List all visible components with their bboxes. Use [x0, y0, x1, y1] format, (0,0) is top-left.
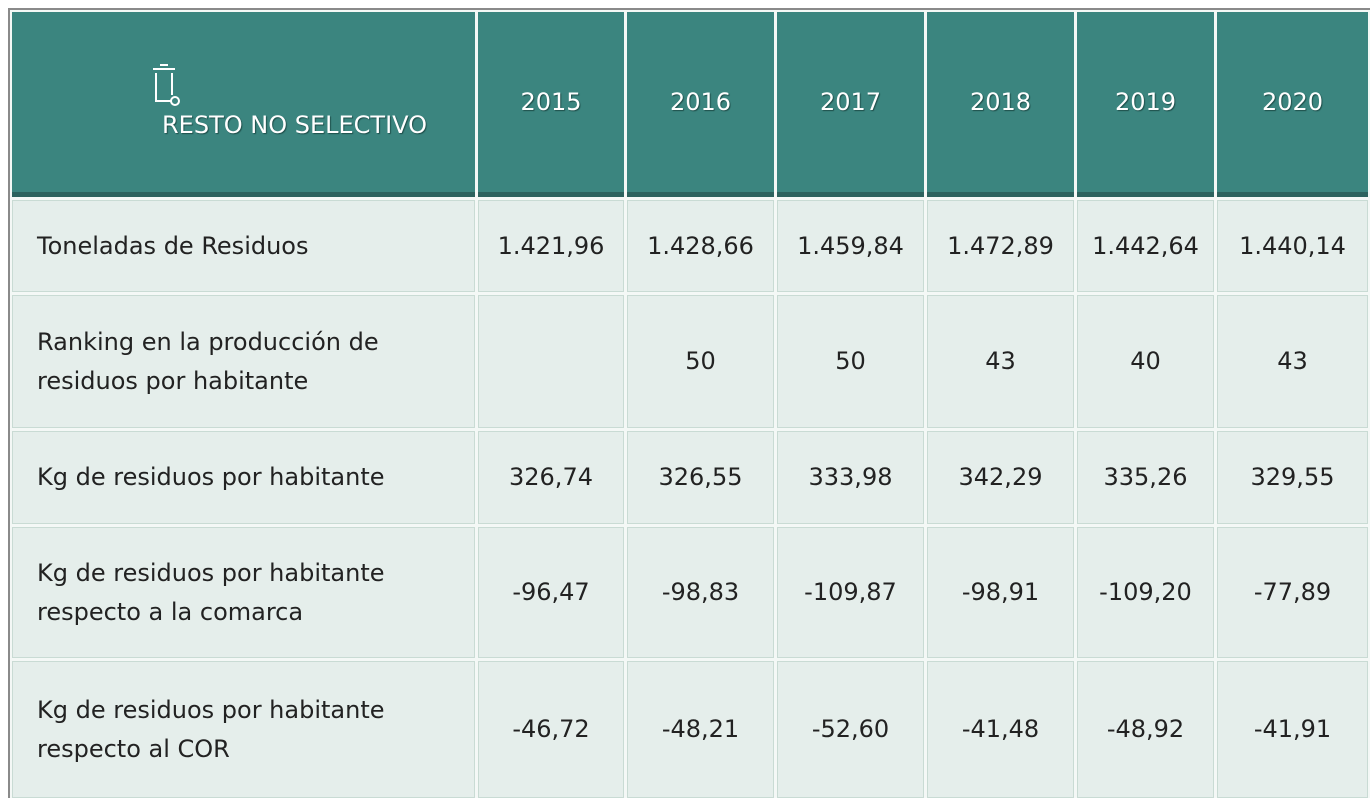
value-cell: -96,47 [478, 527, 624, 658]
value-cell: 326,74 [478, 431, 624, 524]
value-cell: -46,72 [478, 661, 624, 798]
value-cell: 43 [927, 295, 1074, 428]
bin-icon [153, 64, 180, 106]
data-row: Kg de residuos por habitante respecto al… [12, 661, 1368, 798]
year-header: 2018 [927, 12, 1074, 197]
value-cell [478, 295, 624, 428]
table-body: Toneladas de Residuos 1.421,96 1.428,66 1.4… [12, 200, 1368, 798]
row-label: Toneladas de Residuos [12, 200, 475, 292]
value-cell: 40 [1077, 295, 1214, 428]
value-cell: 333,98 [777, 431, 924, 524]
table-container: RESTO NO SELECTIVO 2015 2016 2017 2018 2019 2… [8, 8, 1370, 798]
row-label: Kg de residuos por habitante respecto al… [12, 661, 475, 798]
data-row: Kg de residuos por habitante respecto a … [12, 527, 1368, 658]
year-header: 2015 [478, 12, 624, 197]
value-cell: 342,29 [927, 431, 1074, 524]
data-row: Ranking en la producción de residuos por… [12, 295, 1368, 428]
value-cell: -41,48 [927, 661, 1074, 798]
value-cell: -48,21 [627, 661, 774, 798]
value-cell: -109,20 [1077, 527, 1214, 658]
value-cell: 1.472,89 [927, 200, 1074, 292]
data-row: Toneladas de Residuos 1.421,96 1.428,66 1.4… [12, 200, 1368, 292]
row-label: Ranking en la producción de residuos por… [12, 295, 475, 428]
value-cell: 1.442,64 [1077, 200, 1214, 292]
value-cell: -109,87 [777, 527, 924, 658]
data-table: RESTO NO SELECTIVO 2015 2016 2017 2018 2019 2… [10, 10, 1370, 798]
data-row: Kg de residuos por habitante 326,74 326,55… [12, 431, 1368, 524]
year-header: 2017 [777, 12, 924, 197]
value-cell: -98,91 [927, 527, 1074, 658]
value-cell: 50 [627, 295, 774, 428]
value-cell: 50 [777, 295, 924, 428]
value-cell: 326,55 [627, 431, 774, 524]
value-cell: -41,91 [1217, 661, 1368, 798]
value-cell: 43 [1217, 295, 1368, 428]
value-cell: 1.421,96 [478, 200, 624, 292]
row-label: Kg de residuos por habitante respecto a … [12, 527, 475, 658]
value-cell: -48,92 [1077, 661, 1214, 798]
value-cell: 335,26 [1077, 431, 1214, 524]
value-cell: 329,55 [1217, 431, 1368, 524]
value-cell: 1.428,66 [627, 200, 774, 292]
value-cell: -77,89 [1217, 527, 1368, 658]
header-title: RESTO NO SELECTIVO [162, 111, 428, 139]
value-cell: 1.440,14 [1217, 200, 1368, 292]
year-header: 2016 [627, 12, 774, 197]
row-label: Kg de residuos por habitante [12, 431, 475, 524]
value-cell: -98,83 [627, 527, 774, 658]
header-title-cell: RESTO NO SELECTIVO [12, 12, 475, 197]
year-header: 2019 [1077, 12, 1214, 197]
value-cell: -52,60 [777, 661, 924, 798]
year-header: 2020 [1217, 12, 1368, 197]
header-row: RESTO NO SELECTIVO 2015 2016 2017 2018 2019 2… [12, 12, 1368, 197]
value-cell: 1.459,84 [777, 200, 924, 292]
